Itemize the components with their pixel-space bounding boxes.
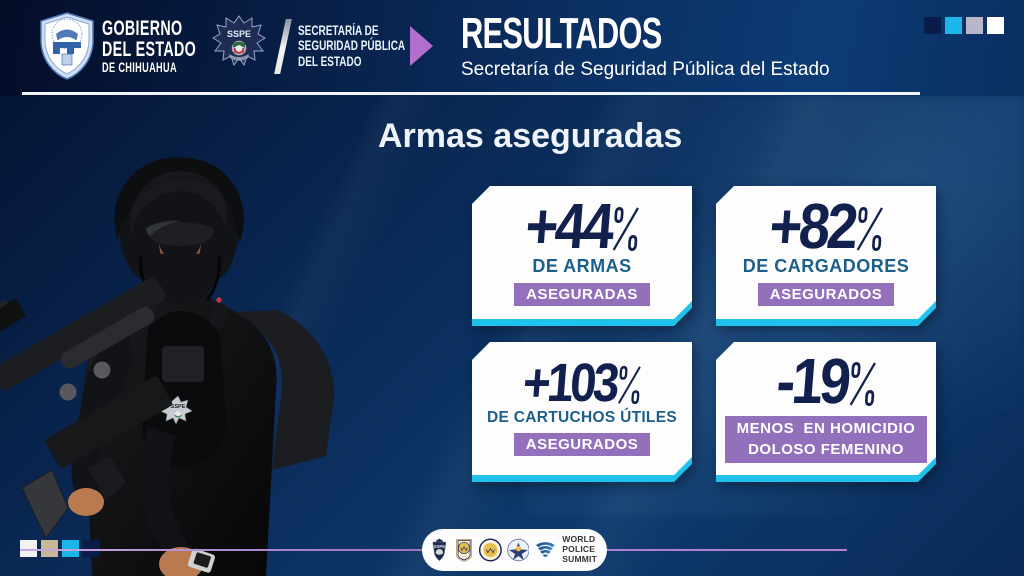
svg-text:SSPE: SSPE <box>171 404 186 410</box>
svg-text:SSPE: SSPE <box>434 544 446 549</box>
svg-text:SSPE: SSPE <box>227 29 251 39</box>
